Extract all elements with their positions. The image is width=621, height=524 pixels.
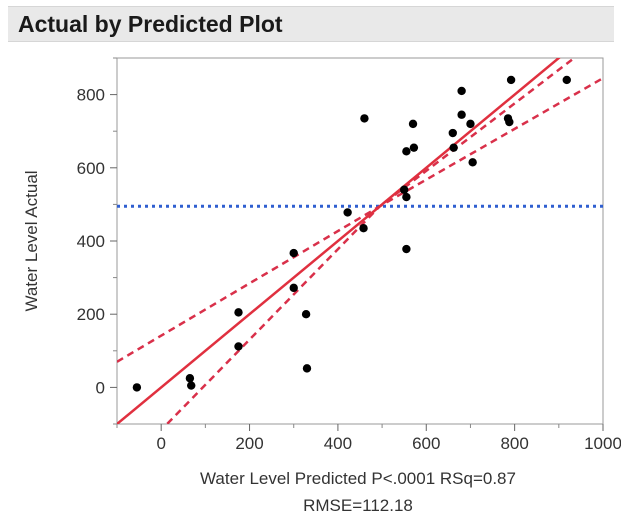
plot-title: Actual by Predicted Plot [18,11,283,37]
y-tick-label: 800 [77,86,105,105]
x-tick-label: 1000 [584,434,621,453]
data-point [185,374,195,383]
plot-frame [116,57,604,425]
data-point [359,223,368,233]
x-tick-label: 800 [500,434,528,453]
data-point [457,110,466,119]
data-point [399,185,409,194]
axes: 0 200 400 600 800 1000 0 200 400 600 800 [77,57,621,453]
plot-area [117,58,603,424]
data-point [234,342,243,351]
y-tick-label: 0 [96,378,105,397]
data-point [448,128,457,138]
data-point [187,381,196,390]
data-point [289,248,298,258]
x-tick-label: 400 [324,434,352,453]
data-point [360,114,369,123]
y-axis-title: Water Level Actual [22,170,41,311]
data-point [302,364,312,373]
data-point [234,308,243,317]
data-point [506,75,516,85]
data-point [289,283,298,293]
data-point [466,119,475,129]
data-point [449,143,458,152]
y-tick-label: 400 [77,232,105,251]
data-point [402,192,411,202]
data-point [505,117,514,127]
x-tick-label: 600 [412,434,440,453]
data-point [457,86,466,96]
data-point [409,143,419,152]
x-tick-label: 200 [235,434,263,453]
y-tick-label: 600 [77,159,105,178]
x-axis-subtitle: RMSE=112.18 [303,496,413,515]
data-point [301,310,311,319]
data-point [562,75,571,85]
x-axis-title: Water Level Predicted P<.0001 RSq=0.87 [200,469,516,488]
outline-title-bar[interactable]: Actual by Predicted Plot [8,6,614,42]
y-tick-label: 200 [77,305,105,324]
data-point [343,208,352,217]
data-point [468,158,477,167]
fit-line [117,58,561,424]
data-point [408,119,418,129]
data-point [132,383,142,392]
x-tick-label: 0 [156,434,165,453]
data-point [402,244,411,254]
data-point [402,147,411,156]
